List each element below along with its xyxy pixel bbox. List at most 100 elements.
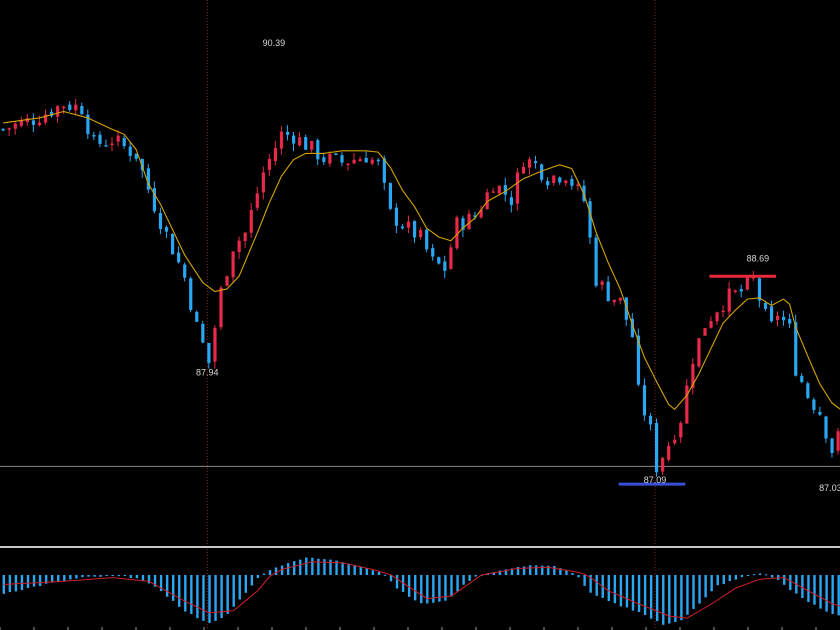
candle — [298, 132, 302, 147]
oscillator-bar — [426, 575, 429, 604]
oscillator-bar — [359, 566, 362, 575]
oscillator-bar — [516, 566, 520, 575]
oscillator-bar — [317, 558, 320, 575]
oscillator-bar — [190, 575, 193, 615]
oscillator-bar — [383, 574, 387, 576]
oscillator-bar — [105, 575, 108, 576]
oscillator-bar — [51, 575, 54, 583]
candle — [600, 279, 604, 291]
candle — [443, 255, 447, 278]
candle — [431, 244, 435, 261]
oscillator-bar — [8, 575, 12, 593]
oscillator-bar — [26, 575, 30, 588]
oscillator-bar — [165, 575, 169, 597]
oscillator-bar — [801, 575, 804, 598]
price-annotation-label: 90.39 — [263, 38, 286, 48]
candle — [86, 109, 90, 140]
oscillator-bar — [444, 575, 447, 601]
candle — [310, 140, 314, 153]
candle — [219, 285, 223, 330]
oscillator-bar — [692, 575, 695, 609]
pane-separator — [0, 546, 840, 548]
candle — [806, 381, 810, 400]
oscillator-bar — [123, 575, 126, 577]
oscillator-bar — [347, 563, 350, 575]
oscillator-bar — [202, 575, 205, 621]
oscillator-bar — [280, 565, 284, 575]
candle — [370, 157, 374, 166]
candle — [776, 311, 780, 327]
oscillator-bar — [462, 575, 465, 585]
candle — [467, 209, 471, 230]
candle — [31, 113, 36, 133]
candle — [782, 310, 786, 326]
candle — [570, 175, 574, 190]
oscillator-bar — [631, 575, 635, 611]
candle — [667, 441, 671, 462]
candle — [836, 428, 840, 455]
candle — [279, 125, 284, 155]
candle — [267, 154, 271, 177]
oscillator-bar — [758, 573, 762, 575]
oscillator-bar — [159, 575, 163, 592]
oscillator-bar — [510, 568, 514, 575]
oscillator-bar — [238, 575, 241, 600]
candle — [322, 152, 326, 165]
oscillator-bar — [432, 575, 435, 603]
oscillator-bar — [129, 575, 133, 579]
oscillator-bar — [456, 575, 459, 592]
candle — [824, 415, 828, 444]
oscillator-bar — [111, 575, 114, 576]
oscillator-bar — [607, 575, 610, 602]
oscillator-bar — [256, 575, 260, 579]
oscillator-bar — [299, 559, 302, 575]
candle — [733, 289, 737, 294]
oscillator-bar — [565, 570, 568, 575]
candle — [104, 139, 108, 147]
oscillator-bar — [147, 575, 151, 584]
oscillator-bar — [407, 575, 411, 597]
oscillator-bar — [220, 575, 223, 618]
candle — [703, 328, 707, 336]
oscillator-bar — [268, 570, 272, 575]
candle — [158, 207, 163, 235]
oscillator-bar — [649, 575, 653, 619]
candle — [346, 163, 350, 171]
oscillator-histogram — [2, 557, 840, 625]
candle — [56, 104, 60, 123]
candle — [74, 98, 78, 116]
candle — [62, 105, 66, 114]
price-annotation-label: 87.03 — [819, 483, 840, 493]
oscillator-bar — [389, 575, 393, 582]
oscillator-bar — [547, 565, 550, 575]
candle — [757, 275, 762, 308]
candle — [564, 179, 568, 187]
candle — [177, 246, 181, 264]
candle — [50, 108, 54, 118]
candle — [691, 358, 695, 395]
oscillator-bar — [14, 575, 18, 592]
oscillator-bar — [498, 570, 502, 575]
oscillator-bar — [746, 575, 750, 576]
oscillator-bar — [75, 575, 78, 579]
oscillator-bar — [311, 557, 314, 575]
oscillator-bar — [722, 575, 725, 585]
oscillator-bar — [274, 567, 278, 575]
candle — [255, 186, 259, 211]
oscillator-bar — [414, 575, 417, 601]
oscillator-bar — [371, 570, 375, 575]
oscillator-bar — [474, 575, 477, 577]
candle — [812, 397, 816, 414]
oscillator-bar — [825, 575, 828, 612]
oscillator-bar — [541, 565, 544, 575]
oscillator-bar — [698, 575, 701, 604]
candle — [213, 325, 217, 369]
oscillator-bar — [813, 575, 816, 605]
oscillator-bar — [153, 575, 157, 587]
candle — [648, 412, 653, 431]
candle — [540, 163, 544, 183]
oscillator-bar — [305, 557, 308, 575]
oscillator-bar — [595, 575, 598, 596]
